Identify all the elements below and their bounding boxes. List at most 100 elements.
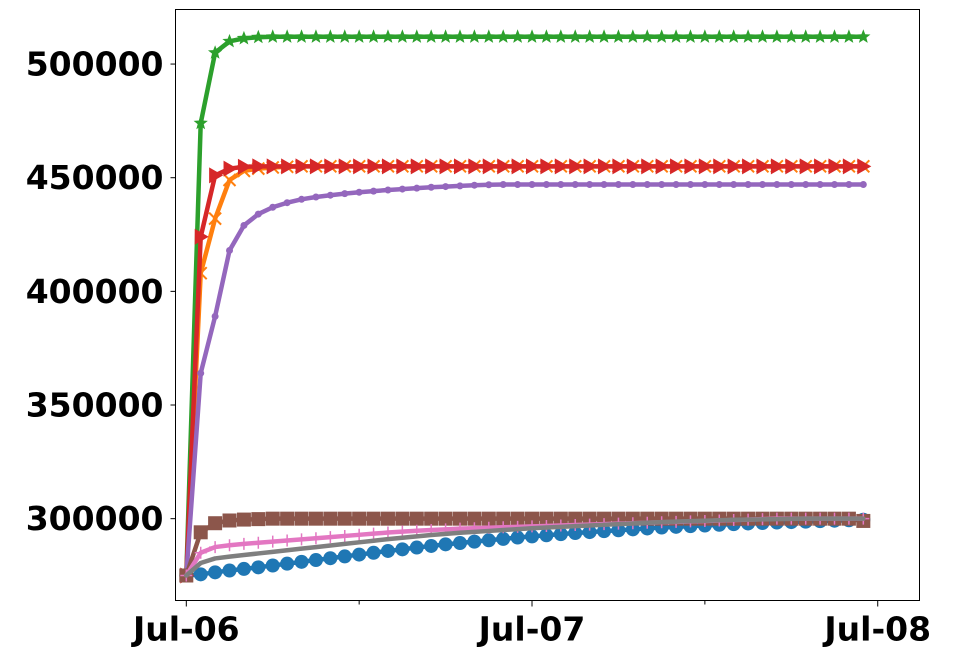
data-point <box>558 524 563 529</box>
data-point <box>313 545 318 550</box>
data-point <box>499 181 507 189</box>
data-point <box>612 158 627 175</box>
data-point <box>198 560 203 565</box>
data-point <box>726 29 741 43</box>
data-point <box>557 181 565 189</box>
data-point <box>727 158 742 175</box>
data-point <box>602 522 607 527</box>
data-point <box>842 158 857 175</box>
data-point <box>818 516 823 521</box>
data-point <box>553 527 568 542</box>
data-point <box>713 158 728 175</box>
data-point <box>265 511 280 526</box>
data-point <box>526 158 541 175</box>
series-layer <box>179 29 872 584</box>
data-point <box>486 528 491 533</box>
y-tick-label: 450000 <box>26 158 164 197</box>
data-point <box>299 546 304 551</box>
data-point <box>611 29 626 43</box>
data-point <box>226 246 234 254</box>
x-tick-label: Jul-08 <box>822 610 931 649</box>
data-point <box>659 520 664 525</box>
series-line <box>184 34 866 578</box>
data-point <box>698 158 713 175</box>
data-point <box>298 195 306 203</box>
data-point <box>540 158 555 175</box>
data-point <box>269 203 277 211</box>
data-point <box>285 548 290 553</box>
x-tick-label: Jul-06 <box>131 610 240 649</box>
data-point <box>308 511 323 526</box>
data-point <box>774 517 779 522</box>
data-point <box>400 535 405 540</box>
data-point <box>859 181 867 189</box>
data-point <box>674 519 679 524</box>
data-point <box>395 542 410 557</box>
data-point <box>438 537 453 552</box>
data-point <box>568 511 583 526</box>
data-point <box>442 183 450 191</box>
data-point <box>453 158 468 175</box>
data-point <box>524 29 540 43</box>
data-point <box>640 29 655 43</box>
data-point <box>668 29 684 43</box>
data-point <box>237 158 252 175</box>
data-point <box>207 45 223 59</box>
data-point <box>688 519 693 524</box>
data-point <box>409 540 424 555</box>
data-point <box>193 567 208 582</box>
data-point <box>683 29 698 43</box>
data-point <box>427 183 435 191</box>
data-point <box>539 511 554 526</box>
data-point <box>208 211 222 226</box>
data-point <box>803 516 808 521</box>
data-point <box>380 543 395 558</box>
data-point <box>856 29 871 43</box>
data-point <box>429 533 434 538</box>
data-point <box>295 533 308 546</box>
data-point <box>194 546 207 559</box>
data-point <box>702 518 707 523</box>
data-point <box>470 181 478 189</box>
data-point <box>846 516 851 521</box>
data-point <box>712 29 727 43</box>
data-point <box>323 29 338 43</box>
series-5 <box>182 181 867 579</box>
data-point <box>353 158 368 175</box>
data-point <box>501 528 506 533</box>
data-point <box>812 29 828 43</box>
data-point <box>845 181 853 189</box>
data-point <box>338 158 353 175</box>
data-point <box>337 511 352 526</box>
data-point <box>398 185 406 193</box>
data-point <box>742 158 757 175</box>
data-point <box>731 517 736 522</box>
data-point <box>746 517 751 522</box>
data-point <box>861 516 866 521</box>
data-point <box>251 560 266 575</box>
data-point <box>380 511 395 526</box>
data-point <box>395 29 410 43</box>
data-point <box>197 369 205 377</box>
data-point <box>236 30 252 45</box>
data-point <box>784 29 799 43</box>
data-point <box>641 158 656 175</box>
data-point <box>528 181 536 189</box>
data-point <box>222 173 237 187</box>
data-point <box>542 181 550 189</box>
data-point <box>568 29 583 43</box>
data-point <box>485 181 493 189</box>
data-point <box>514 181 522 189</box>
data-point <box>337 549 352 564</box>
data-point <box>571 181 579 189</box>
data-point <box>366 545 381 560</box>
data-point <box>611 523 626 538</box>
data-point <box>352 511 367 526</box>
data-point <box>482 158 497 175</box>
data-point <box>281 158 296 175</box>
data-point <box>510 511 525 526</box>
data-point <box>371 538 376 543</box>
data-point <box>357 540 362 545</box>
data-point <box>367 527 380 540</box>
data-point <box>544 525 549 530</box>
